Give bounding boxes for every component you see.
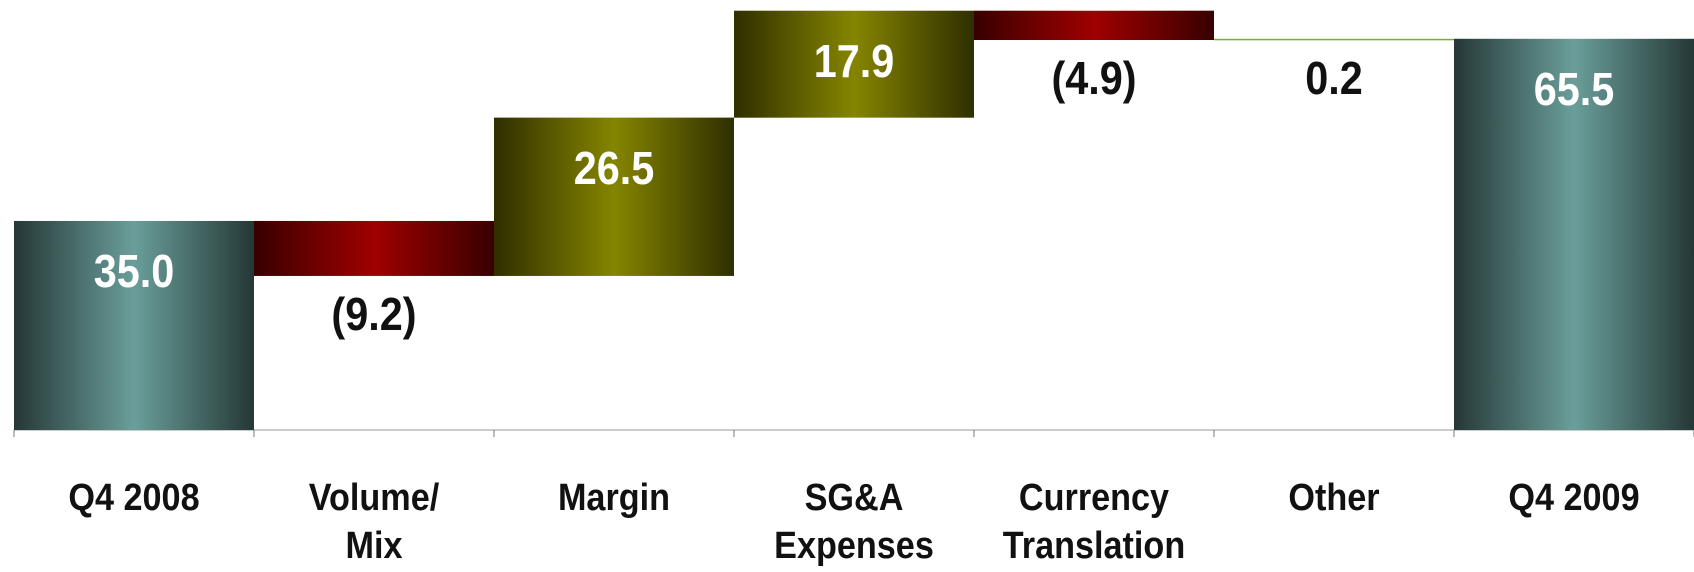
value-label: 35.0 (94, 246, 175, 298)
x-tick-label: Margin (557, 477, 671, 519)
x-tick-label: Currency Translation (1002, 477, 1186, 567)
x-tick-label: Other (1288, 477, 1380, 519)
bar-shade (14, 220, 254, 430)
bar-shade (494, 117, 734, 276)
bar-shade (1454, 38, 1694, 430)
bar (1214, 38, 1454, 41)
bar-shade (974, 10, 1214, 41)
value-label: 0.2 (1305, 53, 1363, 105)
x-tick-label: Q4 2008 (68, 477, 200, 519)
bar-shade (734, 10, 974, 118)
value-label: 65.5 (1534, 64, 1615, 116)
value-label: 17.9 (814, 36, 895, 88)
x-tick-label: Volume/ Mix (308, 477, 440, 567)
value-label: (4.9) (1051, 53, 1136, 105)
bar-shade (254, 220, 494, 276)
value-label: 26.5 (574, 143, 655, 195)
value-label: (9.2) (331, 289, 416, 341)
x-tick-label: SG&A Expenses (774, 477, 934, 567)
x-tick-label: Q4 2009 (1508, 477, 1640, 519)
